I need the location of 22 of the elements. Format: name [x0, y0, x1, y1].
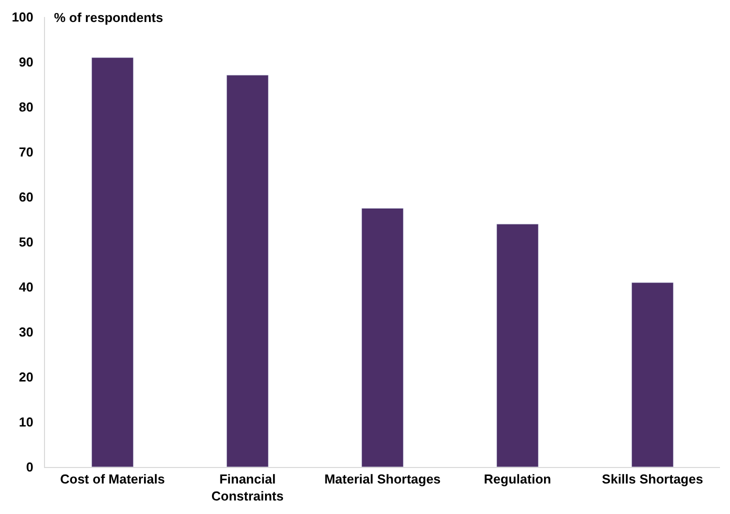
y-tick-label: 100	[12, 10, 34, 25]
bar	[361, 208, 404, 467]
bar	[496, 224, 539, 467]
x-tick-label: Regulation	[484, 472, 552, 487]
y-tick-label: 50	[18, 234, 34, 250]
bar	[226, 74, 269, 467]
x-tick-label: Cost of Materials	[60, 472, 165, 487]
y-tick-label: 10	[18, 414, 34, 430]
y-tick-label: 20	[18, 370, 34, 385]
y-axis-title: % of respondents	[54, 10, 164, 25]
y-tick-label: 70	[18, 144, 34, 160]
bar	[631, 282, 674, 467]
bar	[91, 57, 134, 467]
x-tick-label: Material Shortages	[324, 472, 441, 487]
x-tick-label: Skills Shortages	[602, 472, 704, 487]
y-tick-label: 0	[26, 460, 34, 475]
y-tick-label: 90	[18, 54, 34, 70]
y-tick-label: 80	[18, 100, 34, 115]
y-tick-label: 40	[18, 280, 34, 295]
y-tick-label: 60	[18, 190, 34, 205]
x-tick-label: Financial Constraints	[211, 472, 284, 504]
y-tick-label: 30	[18, 324, 34, 340]
